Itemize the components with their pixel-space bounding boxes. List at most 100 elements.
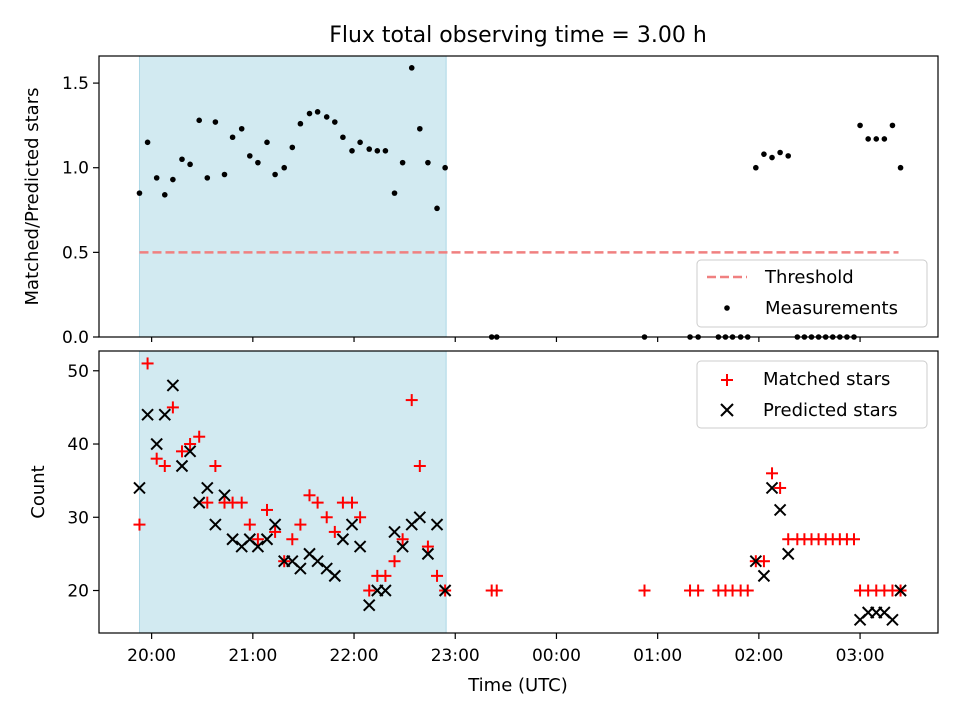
measurement-point (881, 136, 888, 142)
measurement-point (144, 139, 151, 146)
matched-star-marker (269, 525, 282, 538)
measurement-point (442, 164, 448, 171)
legend-predicted-swatch (720, 403, 734, 417)
measurement-points (136, 65, 904, 340)
top-y-axis-label: Matched/Predicted stars (22, 88, 43, 306)
measurement-point (408, 65, 415, 71)
legend-threshold-label: Threshold (764, 267, 854, 288)
matched-star-marker (388, 555, 401, 568)
predicted-star-stroke (886, 613, 899, 627)
measurement-point (857, 122, 863, 129)
bottom-plot-frame (98, 350, 939, 634)
predicted-star-stroke (141, 408, 154, 421)
measurement-point (366, 146, 373, 152)
measurement-point (434, 205, 440, 212)
matched-star-marker (396, 533, 409, 546)
x-axis-label: Time (UTC) (467, 675, 568, 696)
predicted-star-marker (782, 547, 795, 561)
predicted-star-stroke (133, 481, 146, 495)
bottom-panel: 20 30 40 50 20:00 21:00 22:00 23:00 00:00 01:00 0… (28, 350, 939, 696)
measurement-point (340, 134, 346, 141)
predicted-star-stroke (336, 533, 350, 546)
predicted-star-stroke (192, 496, 206, 509)
predicted-star-stroke (379, 584, 392, 597)
matched-star-marker (490, 584, 503, 597)
predicted-star-marker (201, 481, 214, 495)
measurement-point (153, 175, 160, 181)
x-tick-label: 20:00 (127, 646, 176, 666)
top-legend: Threshold Measurements (696, 259, 928, 328)
predicted-star-marker (765, 481, 779, 495)
matched-star-marker (286, 533, 299, 546)
bottom-observing-span (138, 350, 447, 634)
y-tick-label: 40 (67, 435, 89, 455)
chart-title: Flux total observing time = 3.00 h (329, 23, 707, 48)
predicted-star-stroke (878, 606, 891, 619)
predicted-star-marker (749, 555, 763, 568)
predicted-star-marker (894, 584, 907, 597)
bottom-x-axis: 20:00 21:00 22:00 23:00 00:00 01:00 02:00 03:00 (127, 633, 885, 666)
bottom-legend-box (696, 360, 928, 429)
predicted-star-marker (209, 518, 222, 531)
predicted-star-stroke (294, 562, 307, 575)
measurement-point (246, 153, 253, 159)
predicted-star-stroke (226, 533, 239, 546)
predicted-star-stroke (166, 379, 180, 392)
matched-star-marker (158, 459, 171, 472)
predicted-star-stroke (218, 489, 231, 502)
measurement-point (306, 110, 313, 117)
matched-star-marker (193, 430, 206, 443)
predicted-star-stroke (320, 562, 333, 575)
predicted-star-stroke (782, 547, 795, 561)
measurement-point (170, 176, 176, 183)
measurement-point (196, 117, 202, 124)
predicted-star-marker (166, 379, 180, 392)
matched-star-marker (379, 569, 392, 582)
matched-star-marker (311, 496, 324, 509)
predicted-star-marker (363, 598, 376, 612)
measurement-point (281, 164, 288, 171)
predicted-star-stroke (413, 511, 427, 524)
x-tick-label: 21:00 (228, 646, 277, 666)
predicted-star-marker (226, 533, 239, 546)
measurement-point (297, 120, 304, 127)
measurement-point (753, 164, 759, 171)
predicted-star-marker (413, 511, 427, 524)
measurement-point (417, 125, 423, 132)
predicted-star-stroke (765, 481, 779, 495)
measurement-point (272, 171, 278, 178)
matched-star-marker (431, 569, 444, 582)
predicted-star-marker (218, 489, 231, 502)
measurement-point (889, 122, 896, 129)
top-plot-frame (98, 55, 939, 338)
y-tick-label: 50 (67, 362, 89, 382)
matched-star-marker (421, 540, 434, 553)
predicted-star-stroke (183, 445, 197, 458)
top-y-axis: 0.0 0.5 1.0 1.5 (62, 74, 99, 348)
matched-star-marker (741, 584, 754, 597)
predicted-star-marker (430, 518, 444, 531)
predicted-star-marker (438, 584, 452, 597)
matched-star-marker (847, 533, 860, 546)
matched-star-marker (354, 511, 367, 524)
predicted-star-marker (251, 540, 265, 553)
measurement-point (374, 147, 381, 154)
measurement-point (323, 114, 330, 120)
y-tick-label: 20 (67, 582, 89, 602)
y-tick-label: 1.0 (62, 159, 89, 179)
matched-star-marker (141, 357, 154, 370)
predicted-star-marker (141, 408, 154, 421)
predicted-star-stroke (363, 598, 376, 612)
predicted-star-stroke (286, 555, 299, 568)
measurement-point (391, 190, 398, 196)
predicted-star-marker (268, 518, 282, 531)
measurement-point (425, 159, 431, 166)
predicted-star-marker (294, 562, 307, 575)
measurement-point (136, 190, 143, 196)
predicted-star-marker (175, 459, 189, 473)
predicted-star-marker (336, 533, 350, 546)
predicted-star-marker (757, 569, 771, 583)
measurement-point (289, 144, 296, 151)
predicted-star-stroke (328, 569, 342, 583)
matched-star-marker (150, 452, 163, 465)
